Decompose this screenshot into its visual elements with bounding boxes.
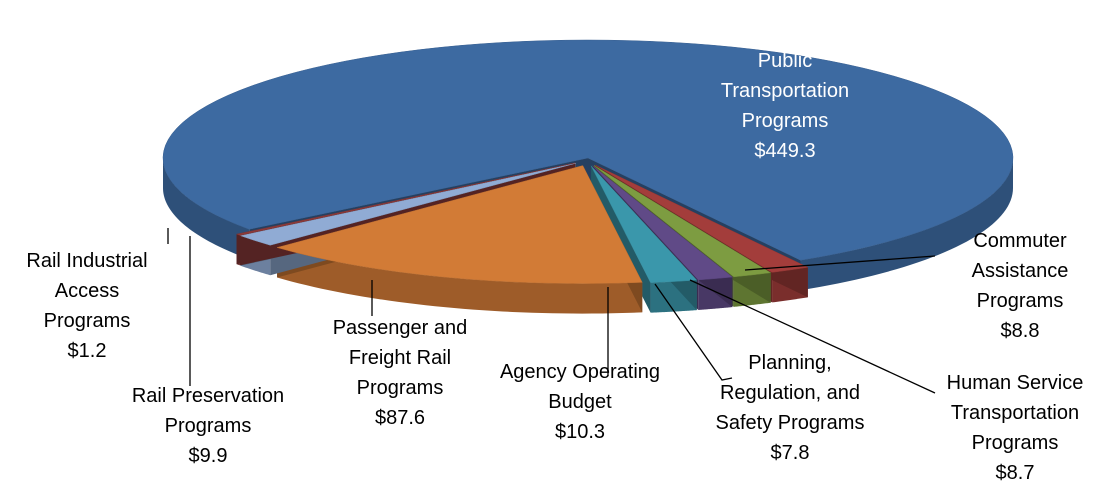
category-label: Passenger and Freight Rail Programs [332, 317, 468, 399]
slice-label: Rail Industrial Access Programs $1.2 [17, 246, 157, 366]
slice [162, 39, 1014, 261]
slice [590, 165, 698, 283]
slice-label: Planning, Regulation, and Safety Program… [701, 348, 879, 468]
category-label: Rail Preservation Programs [131, 385, 285, 437]
value-label: $449.3 [754, 140, 816, 162]
leader-lines [167, 228, 936, 394]
category-label: Commuter Assistance Programs [971, 230, 1069, 312]
slice-side [800, 158, 1013, 291]
slice [239, 162, 576, 246]
value-label: $10.3 [554, 421, 606, 443]
slice [235, 162, 576, 236]
category-label: Rail Industrial Access Programs [26, 250, 148, 332]
slice [595, 164, 809, 273]
value-label: $8.8 [1000, 320, 1040, 342]
value-label: $87.6 [374, 407, 426, 429]
slice-label: Human Service Transportation Programs $8.… [933, 368, 1098, 488]
slice-side [277, 247, 643, 314]
slice-tops [162, 39, 1014, 284]
category-label: Human Service Transportation Programs [946, 372, 1084, 454]
slice-side [163, 158, 250, 260]
value-label: $7.8 [770, 442, 810, 464]
slice [276, 165, 643, 284]
category-label: Planning, Regulation, and Safety Program… [715, 352, 865, 434]
slice-label: Commuter Assistance Programs $8.8 [945, 226, 1095, 346]
leader-line [654, 283, 733, 381]
slice [592, 165, 734, 281]
category-label: Agency Operating Budget [499, 361, 661, 413]
leader-line [744, 255, 936, 271]
category-label: Public Transportation Programs [720, 50, 850, 132]
leader-line [689, 279, 936, 394]
slice-label: Public Transportation Programs $449.3 [705, 46, 865, 166]
slice-label: Agency Operating Budget $10.3 [488, 357, 673, 447]
value-label: $8.7 [995, 462, 1035, 484]
value-label: $9.9 [188, 445, 228, 467]
slice-label: Rail Preservation Programs $9.9 [106, 381, 311, 471]
slice [593, 165, 772, 278]
value-label: $1.2 [67, 340, 107, 362]
slice-label: Passenger and Freight Rail Programs $87.6 [325, 313, 475, 433]
